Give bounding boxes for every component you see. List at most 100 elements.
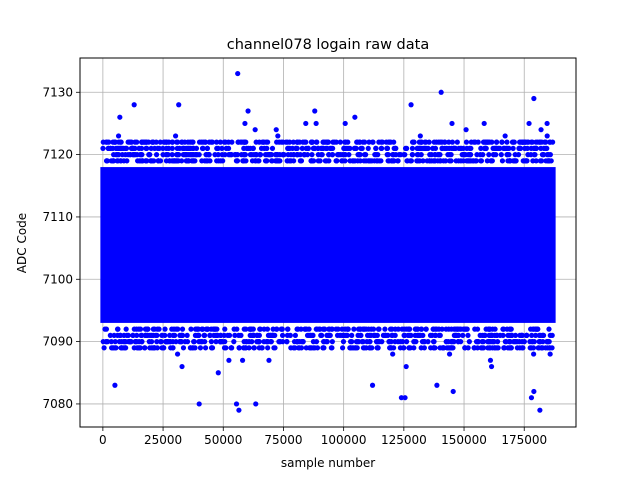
- data-point: [208, 345, 215, 351]
- data-point: [445, 345, 451, 351]
- data-point: [298, 158, 305, 164]
- data-point: [228, 152, 234, 158]
- data-point: [532, 145, 538, 151]
- data-point: [117, 114, 123, 120]
- data-point: [226, 332, 233, 338]
- data-point: [514, 345, 520, 351]
- data-point: [516, 339, 523, 345]
- data-point: [494, 332, 500, 338]
- data-point: [329, 326, 335, 332]
- data-point: [160, 145, 166, 151]
- data-point: [274, 326, 280, 332]
- data-point: [458, 158, 464, 164]
- data-point: [266, 357, 272, 363]
- data-point: [481, 120, 487, 127]
- data-point: [247, 326, 254, 332]
- data-point: [385, 158, 391, 164]
- data-point: [115, 133, 122, 139]
- data-point: [441, 139, 448, 145]
- data-point: [245, 145, 251, 151]
- outlier-point: [242, 120, 248, 127]
- data-point: [417, 145, 423, 151]
- data-point: [528, 345, 534, 351]
- data-point: [333, 326, 339, 332]
- data-point: [177, 339, 183, 345]
- data-point: [233, 152, 239, 158]
- data-point: [395, 158, 401, 164]
- data-point: [337, 139, 343, 145]
- data-point: [258, 145, 265, 151]
- outlier-point: [273, 127, 279, 133]
- data-point: [225, 145, 232, 151]
- data-point: [265, 345, 271, 351]
- data-point: [402, 152, 408, 158]
- data-point: [493, 152, 499, 158]
- data-point: [229, 139, 235, 145]
- data-point: [397, 345, 404, 351]
- data-point: [100, 139, 106, 145]
- data-point: [504, 139, 510, 145]
- data-point: [208, 339, 215, 345]
- data-point: [180, 332, 186, 338]
- data-point: [366, 345, 373, 351]
- data-point: [376, 158, 382, 164]
- data-point: [460, 332, 466, 338]
- data-point: [385, 332, 391, 338]
- data-point: [275, 133, 281, 139]
- data-point: [189, 158, 195, 164]
- data-point: [334, 332, 341, 338]
- data-point: [474, 345, 481, 351]
- y-tick-label: 7100: [42, 272, 73, 286]
- y-axis-label: ADC Code: [15, 213, 29, 273]
- data-point: [345, 145, 351, 151]
- outlier-point: [544, 120, 550, 127]
- data-point: [261, 339, 267, 345]
- data-point: [206, 139, 212, 145]
- data-point: [340, 345, 346, 351]
- chart-title: channel078 logain raw data: [227, 37, 429, 53]
- data-point: [499, 139, 505, 145]
- data-point: [406, 345, 412, 351]
- data-point: [415, 152, 421, 158]
- data-point: [146, 339, 152, 345]
- data-point: [297, 139, 303, 145]
- data-point: [287, 332, 293, 338]
- data-point: [154, 339, 160, 345]
- data-point: [414, 332, 421, 338]
- data-point: [539, 158, 545, 164]
- data-point: [175, 139, 181, 145]
- data-point: [136, 145, 142, 151]
- data-point: [437, 152, 443, 158]
- data-point: [309, 152, 315, 158]
- data-point: [107, 145, 114, 151]
- data-point: [269, 145, 276, 151]
- data-point: [508, 345, 514, 351]
- data-point: [543, 139, 549, 145]
- data-point: [524, 145, 531, 151]
- data-point: [296, 345, 302, 351]
- x-axis-ticks: 0 25000 50000 75000 100000 125000 150000 175000: [99, 427, 547, 447]
- data-point: [186, 152, 192, 158]
- data-point: [367, 339, 373, 345]
- data-point: [507, 332, 513, 338]
- data-point: [132, 145, 138, 151]
- data-point: [544, 133, 550, 139]
- outlier-point: [531, 95, 537, 102]
- data-point: [305, 145, 311, 151]
- data-point: [101, 345, 107, 351]
- data-point: [130, 332, 136, 338]
- data-point: [217, 339, 223, 345]
- data-point: [206, 152, 212, 158]
- data-point: [537, 339, 543, 345]
- data-point: [387, 326, 394, 332]
- data-point: [212, 326, 219, 332]
- x-tick-label: 75000: [264, 433, 302, 447]
- data-point: [162, 139, 168, 145]
- data-point: [134, 332, 140, 338]
- data-point: [409, 152, 415, 158]
- data-point: [119, 145, 126, 151]
- data-point: [138, 332, 144, 338]
- data-point: [218, 158, 224, 164]
- data-point: [427, 152, 433, 158]
- data-point: [151, 326, 158, 332]
